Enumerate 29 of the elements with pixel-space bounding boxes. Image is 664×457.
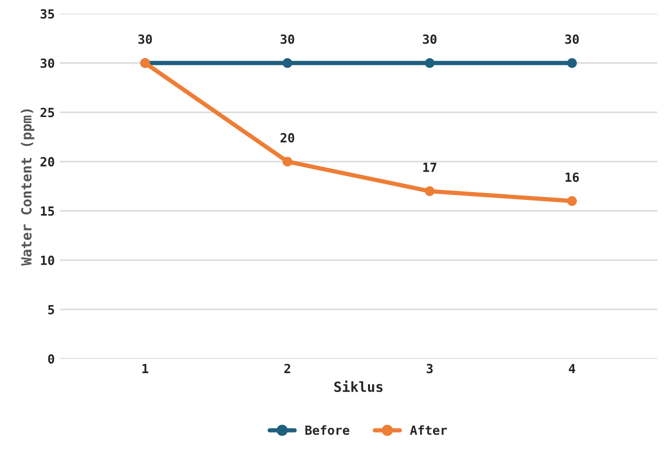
point	[567, 58, 577, 68]
y-tick-label: 30	[40, 58, 54, 68]
point	[567, 196, 577, 206]
y-tick-label: 35	[40, 9, 54, 19]
point	[282, 156, 292, 166]
y-tick-label: 25	[40, 108, 54, 118]
x-axis-title: Siklus	[334, 380, 383, 392]
data-label: 30	[565, 34, 579, 44]
point	[424, 58, 435, 68]
x-tick-label: 3	[426, 364, 433, 374]
data-label: 20	[280, 133, 294, 142]
point	[424, 186, 435, 196]
legend-label: After	[410, 425, 447, 435]
data-label: 30	[422, 34, 436, 44]
y-tick-label: 0	[48, 354, 54, 364]
x-tick-label: 1	[142, 364, 148, 374]
x-tick-label: 4	[568, 364, 576, 374]
y-tick-label: 5	[48, 305, 54, 314]
y-tick-label: 15	[40, 206, 54, 216]
data-label: 17	[423, 162, 436, 172]
y-tick-label: 10	[40, 256, 54, 266]
point	[282, 58, 292, 68]
legend-label: Before	[305, 425, 350, 435]
y-axis-title: Water Content (ppm)	[20, 109, 34, 266]
x-tick-label: 2	[284, 364, 290, 374]
data-label: 30	[138, 34, 152, 44]
y-tick-label: 20	[40, 157, 54, 167]
data-label: 30	[280, 34, 294, 44]
data-label: 16	[566, 172, 579, 182]
